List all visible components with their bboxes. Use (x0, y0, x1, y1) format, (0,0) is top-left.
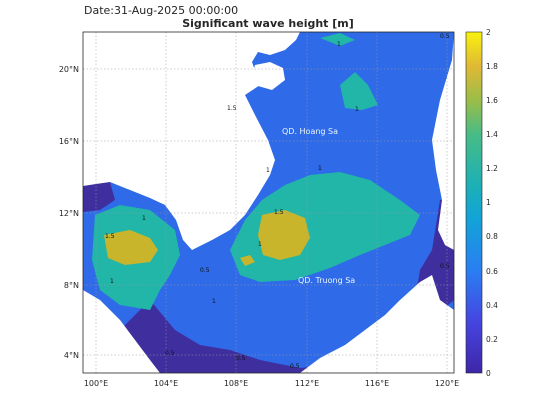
colorbar-tick-label: 1.2 (486, 164, 498, 173)
colorbar-tick-label: 1 (486, 198, 491, 207)
land-philippines (432, 32, 454, 250)
label-truong-sa: QD. Truong Sa (298, 276, 355, 285)
mid-wave-region-top (320, 33, 355, 46)
map-frame (82, 31, 455, 374)
x-tick-label: 104°E (154, 379, 178, 388)
colorbar-tick-label: 0.4 (486, 301, 498, 310)
colorbar-ticks: 0 0.2 0.4 0.6 0.8 1 1.2 1.4 1.6 1.8 2 (486, 28, 498, 378)
x-tick-label: 116°E (365, 379, 389, 388)
colorbar-tick-label: 0.6 (486, 267, 498, 276)
low-wave-region-gulf (83, 180, 115, 212)
contour-label: 1.5 (274, 209, 284, 216)
label-hoang-sa: QD. Hoang Sa (282, 127, 338, 136)
contour-label: 0.5 (236, 355, 246, 362)
date-label: Date:31-Aug-2025 00:00:00 (84, 4, 238, 17)
y-tick-label: 4°N (64, 351, 79, 360)
contour-label: 1 (337, 41, 341, 48)
contour-label: 1 (142, 215, 146, 222)
colorbar-tick-label: 1.6 (486, 96, 498, 105)
contour-label: 0.5 (440, 263, 450, 270)
contour-label: 0.5 (165, 350, 175, 357)
mid-wave-region-islet (340, 72, 378, 110)
contour-label: 1.5 (105, 233, 115, 240)
y-tick-label: 12°N (59, 209, 79, 218)
x-axis: 100°E 104°E 108°E 112°E 116°E 120°E (84, 379, 459, 388)
contour-label: 0.5 (290, 363, 300, 370)
high-wave-region-center (258, 210, 310, 260)
x-tick-label: 120°E (435, 379, 459, 388)
high-wave-region-west (104, 230, 158, 265)
gridlines (83, 32, 454, 373)
contour-label: 1.5 (227, 105, 237, 112)
contour-label: 1 (318, 165, 322, 172)
colorbar-tick-label: 0 (486, 369, 491, 378)
chart-title: Significant wave height [m] (182, 17, 354, 30)
colorbar-tick-label: 1.8 (486, 62, 498, 71)
colorbar-tick-label: 0.8 (486, 232, 498, 241)
contour-label: 1 (110, 278, 114, 285)
high-wave-region-small (240, 255, 255, 266)
x-tick-label: 108°E (224, 379, 248, 388)
y-tick-label: 16°N (59, 137, 79, 146)
contour-label: 1 (355, 106, 359, 113)
contour-label: 1 (258, 241, 262, 248)
y-axis: 4°N 8°N 12°N 16°N 20°N (59, 65, 79, 360)
colorbar-tick-label: 0.2 (486, 335, 498, 344)
contour-label: 0.5 (200, 267, 210, 274)
y-tick-label: 20°N (59, 65, 79, 74)
x-tick-label: 112°E (295, 379, 319, 388)
colorbar (465, 31, 483, 374)
contour-label: 1 (212, 298, 216, 305)
map-plot: 1 1.5 1 1 1.5 1.5 1 1 1 1 1 0.5 0.5 0.5 … (83, 32, 454, 373)
land-peninsula (83, 290, 160, 373)
y-tick-label: 8°N (64, 281, 79, 290)
colorbar-tick-label: 2 (486, 28, 491, 37)
x-tick-label: 100°E (84, 379, 108, 388)
colorbar-tick-label: 1.4 (486, 130, 498, 139)
contour-label: 0.5 (440, 33, 450, 40)
contour-label: 1 (266, 167, 270, 174)
contour-labels: 1 1.5 1 1 1.5 1.5 1 1 1 1 1 0.5 0.5 0.5 … (105, 33, 450, 370)
